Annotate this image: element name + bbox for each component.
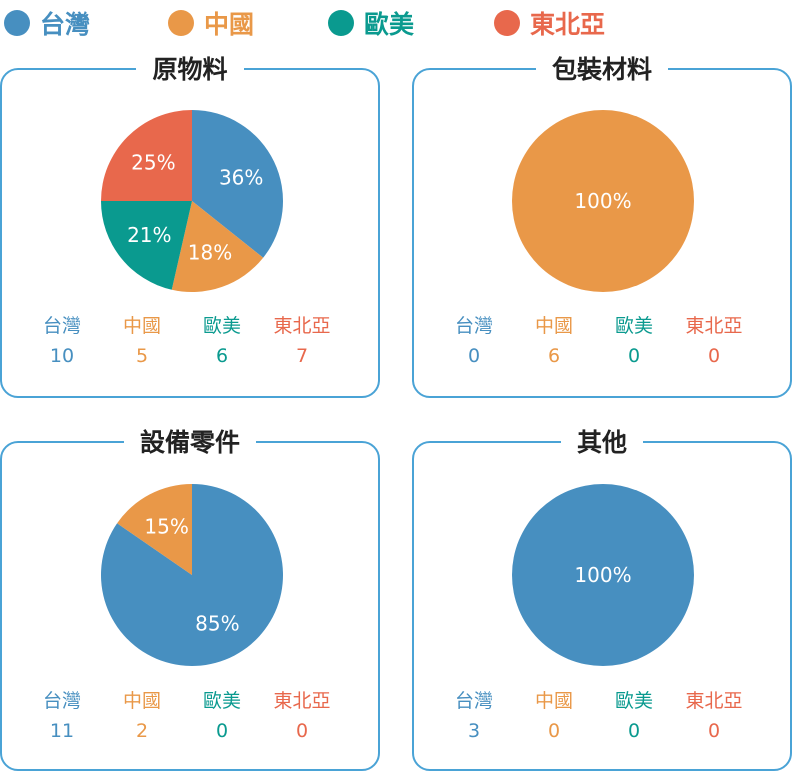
count-value: 3 (467, 720, 481, 742)
chart-title-wrap: 設備零件 (2, 426, 378, 460)
chart-title-wrap: 其他 (414, 426, 790, 460)
chart-panel-2: 包裝材料 100% 台灣 0 中國 6 歐美 0 東北亞 0 (412, 53, 792, 398)
legend-item-china: 中國 (168, 6, 254, 40)
legend-swatch (494, 10, 520, 36)
chart-title: 其他 (560, 426, 643, 460)
count-value: 0 (467, 345, 481, 367)
count-column-taiwan: 台灣 3 (434, 689, 514, 743)
pie-percent-label: 15% (144, 515, 188, 539)
chart-panel-1: 原物料 36% 18% 21% 25% 台灣 10 中國 5 歐美 6 東北亞 7 (0, 53, 380, 398)
pie-percent-label: 100% (574, 563, 631, 587)
chart-title-wrap: 包裝材料 (414, 53, 790, 87)
count-category: 東北亞 (273, 690, 331, 712)
count-column-northeast-asia: 東北亞 0 (262, 689, 342, 743)
legend-swatch (4, 10, 30, 36)
count-column-europe: 歐美 6 (182, 314, 262, 368)
count-table: 台灣 0 中國 6 歐美 0 東北亞 0 (434, 314, 754, 374)
count-category: 台灣 (454, 315, 493, 337)
count-value: 7 (295, 345, 309, 367)
pie-chart: 85% 15% (101, 484, 283, 666)
chart-title-wrap: 原物料 (2, 53, 378, 87)
count-table: 台灣 11 中國 2 歐美 0 東北亞 0 (22, 689, 342, 749)
count-value: 0 (547, 720, 561, 742)
count-table: 台灣 3 中國 0 歐美 0 東北亞 0 (434, 689, 754, 749)
count-category: 台灣 (454, 690, 493, 712)
count-category: 歐美 (202, 690, 241, 712)
pie-chart: 36% 18% 21% 25% (101, 110, 284, 292)
count-category: 歐美 (202, 315, 241, 337)
count-category: 歐美 (614, 315, 653, 337)
count-column-taiwan: 台灣 11 (22, 689, 102, 743)
legend-label: 中國 (204, 10, 255, 39)
count-column-china: 中國 5 (102, 314, 182, 368)
count-column-northeast-asia: 東北亞 7 (262, 314, 342, 368)
count-value: 6 (547, 345, 561, 367)
count-value: 6 (215, 345, 229, 367)
count-value: 10 (49, 345, 75, 367)
count-column-china: 中國 6 (514, 314, 594, 368)
count-column-europe: 歐美 0 (182, 689, 262, 743)
count-value: 0 (707, 720, 721, 742)
count-value: 0 (215, 720, 229, 742)
count-category: 中國 (534, 690, 573, 712)
count-column-northeast-asia: 東北亞 0 (674, 689, 754, 743)
chart-panel-3: 設備零件 85% 15% 台灣 11 中國 2 歐美 0 東北亞 0 (0, 426, 380, 771)
count-category: 台灣 (42, 315, 81, 337)
pie-percent-label: 21% (127, 223, 171, 247)
chart-legend: 台灣 中國 歐美 東北亞 (0, 0, 792, 46)
pie-slice-china (117, 484, 192, 575)
legend-label: 歐美 (364, 10, 415, 39)
count-value: 0 (627, 720, 641, 742)
count-column-taiwan: 台灣 0 (434, 314, 514, 368)
count-value: 0 (707, 345, 721, 367)
count-column-northeast-asia: 東北亞 0 (674, 314, 754, 368)
legend-swatch (168, 10, 194, 36)
chart-title: 原物料 (136, 53, 244, 87)
pie-slice-china (512, 110, 694, 292)
chart-title: 包裝材料 (535, 53, 668, 87)
pie-percent-label: 18% (188, 241, 232, 265)
legend-label: 台灣 (40, 10, 91, 39)
count-category: 東北亞 (273, 315, 331, 337)
count-table: 台灣 10 中國 5 歐美 6 東北亞 7 (22, 314, 342, 374)
count-category: 歐美 (614, 690, 653, 712)
count-value: 11 (49, 720, 75, 742)
count-category: 中國 (534, 315, 573, 337)
count-column-china: 中國 2 (102, 689, 182, 743)
pie-percent-label: 85% (195, 611, 239, 635)
pie-slice-europe (101, 201, 192, 290)
pie-chart: 100% (512, 484, 694, 666)
count-value: 0 (295, 720, 309, 742)
count-category: 台灣 (42, 690, 81, 712)
count-category: 東北亞 (685, 315, 743, 337)
pie-percent-label: 36% (219, 165, 263, 189)
pie-slice-taiwan (192, 110, 284, 258)
count-category: 中國 (122, 690, 161, 712)
pie-slice-taiwan (512, 484, 694, 666)
legend-swatch (328, 10, 354, 36)
legend-item-europe: 歐美 (328, 6, 414, 40)
count-value: 2 (135, 720, 149, 742)
pie-slice-northeast-asia (101, 110, 192, 201)
chart-panel-4: 其他 100% 台灣 3 中國 0 歐美 0 東北亞 0 (412, 426, 792, 771)
count-column-europe: 歐美 0 (594, 314, 674, 368)
legend-label: 東北亞 (530, 10, 606, 39)
legend-item-northeast-asia: 東北亞 (494, 6, 605, 40)
chart-title: 設備零件 (123, 426, 256, 460)
count-value: 0 (627, 345, 641, 367)
count-column-europe: 歐美 0 (594, 689, 674, 743)
count-column-china: 中國 0 (514, 689, 594, 743)
count-category: 中國 (122, 315, 161, 337)
pie-chart: 100% (512, 110, 694, 292)
legend-item-taiwan: 台灣 (4, 6, 90, 40)
pie-percent-label: 25% (131, 150, 175, 174)
pie-slice-china (171, 201, 264, 292)
pie-percent-label: 100% (574, 189, 631, 213)
count-category: 東北亞 (685, 690, 743, 712)
count-column-taiwan: 台灣 10 (22, 314, 102, 368)
count-value: 5 (135, 345, 149, 367)
